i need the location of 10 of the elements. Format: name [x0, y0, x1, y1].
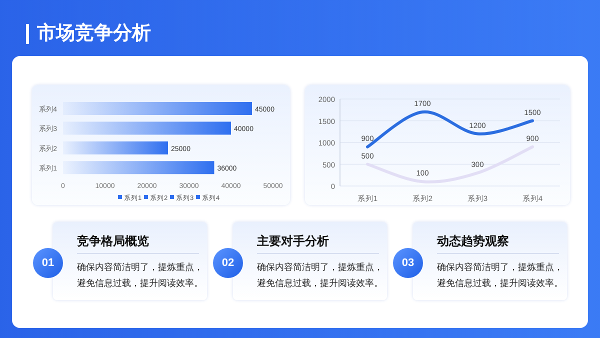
text: 03 — [393, 248, 423, 278]
text: 竞争格局概览 — [77, 233, 149, 250]
text: 主要对手分析 — [257, 233, 329, 250]
text: 02 — [213, 248, 243, 278]
text: 动态趋势观察 — [437, 233, 509, 250]
text: 01 — [33, 248, 63, 278]
text: 确保内容简洁明了，提炼重点，避免信息过载，提升阅读效率。 — [437, 261, 564, 290]
text: 确保内容简洁明了，提炼重点，避免信息过载，提升阅读效率。 — [77, 261, 204, 290]
text: 市场竞争分析 — [26, 23, 151, 44]
text: 确保内容简洁明了，提炼重点，避免信息过载，提升阅读效率。 — [257, 261, 384, 290]
